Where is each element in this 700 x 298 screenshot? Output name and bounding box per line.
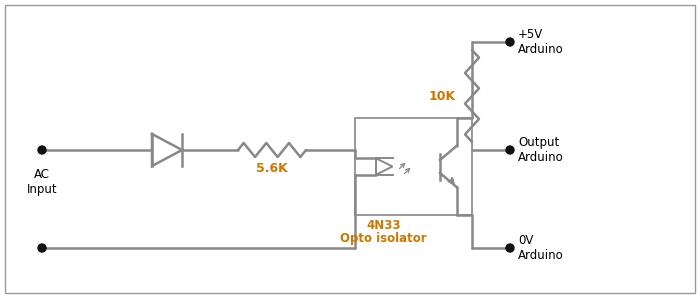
Text: 0V
Arduino: 0V Arduino — [518, 234, 564, 262]
Text: Opto isolator: Opto isolator — [340, 232, 427, 245]
Text: 5.6K: 5.6K — [256, 162, 288, 175]
Text: Output
Arduino: Output Arduino — [518, 136, 564, 164]
Text: AC
Input: AC Input — [27, 168, 57, 196]
Circle shape — [506, 38, 514, 46]
Circle shape — [506, 146, 514, 154]
Text: 10K: 10K — [429, 89, 456, 103]
Text: 4N33: 4N33 — [366, 219, 400, 232]
Circle shape — [38, 244, 46, 252]
Circle shape — [38, 146, 46, 154]
Bar — [355, 118, 472, 215]
Circle shape — [506, 244, 514, 252]
Text: +5V
Arduino: +5V Arduino — [518, 28, 564, 56]
